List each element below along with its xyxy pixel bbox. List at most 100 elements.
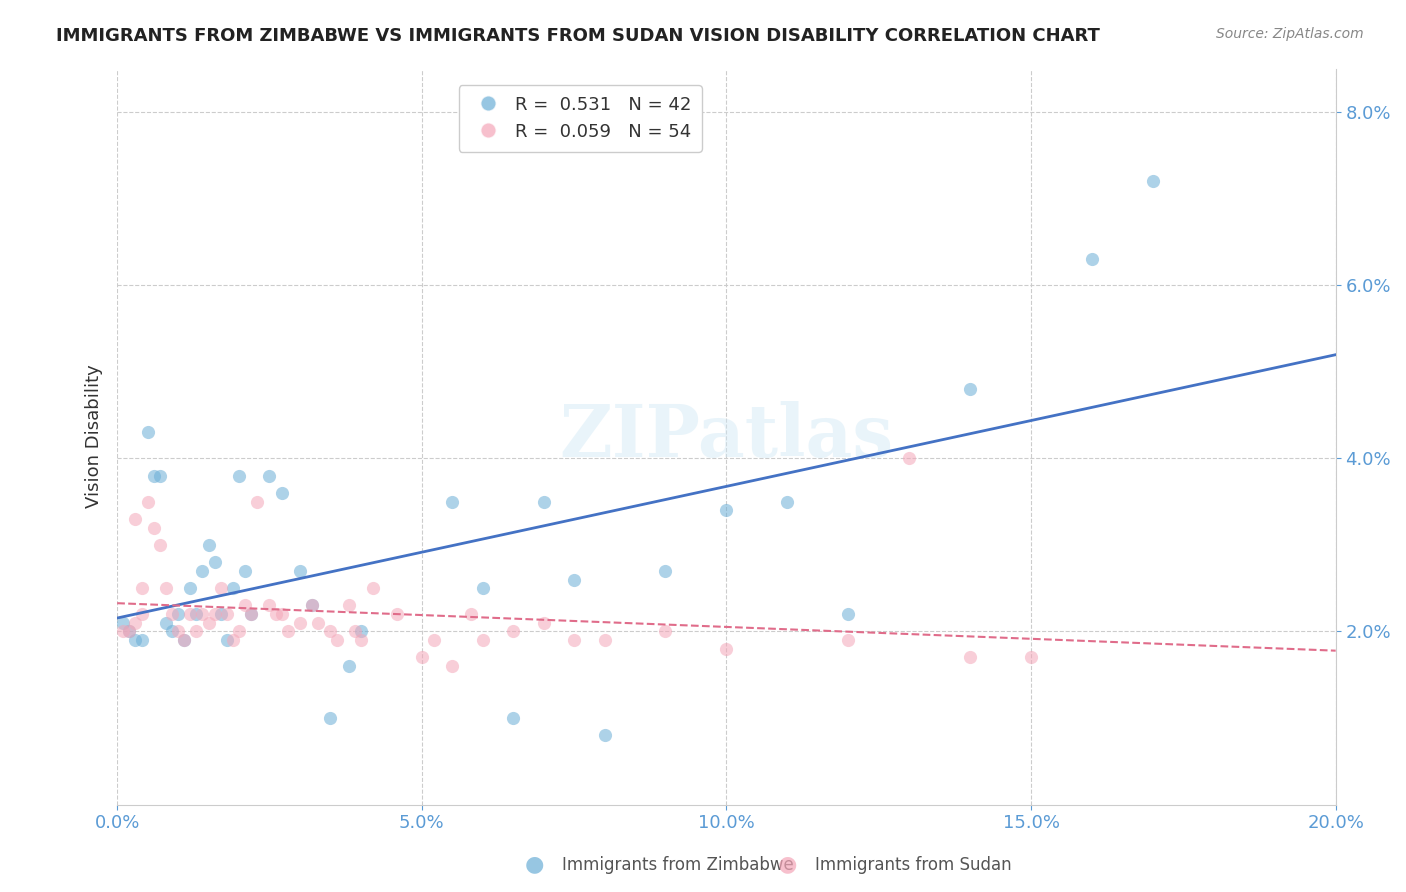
Text: ZIPatlas: ZIPatlas [560, 401, 893, 472]
Point [149, 468, 172, 483]
Point [837, 633, 859, 648]
Point [502, 624, 524, 639]
Point [776, 494, 799, 508]
Point [233, 599, 256, 613]
Point [155, 615, 177, 630]
Point [423, 633, 446, 648]
Point [118, 624, 141, 639]
Point [215, 633, 238, 648]
Point [259, 599, 281, 613]
Point [191, 564, 214, 578]
Point [173, 633, 195, 648]
Point [167, 624, 190, 639]
Y-axis label: Vision Disability: Vision Disability [86, 365, 103, 508]
Point [898, 451, 921, 466]
Point [246, 494, 269, 508]
Point [228, 624, 250, 639]
Point [209, 607, 232, 622]
Point [350, 624, 373, 639]
Point [149, 538, 172, 552]
Point [179, 607, 201, 622]
Point [209, 581, 232, 595]
Point [173, 633, 195, 648]
Point [233, 564, 256, 578]
Point [118, 624, 141, 639]
Point [1081, 252, 1104, 266]
Point [1142, 174, 1164, 188]
Point [654, 564, 676, 578]
Point [124, 633, 146, 648]
Point [319, 711, 342, 725]
Point [131, 607, 153, 622]
Point [716, 503, 738, 517]
Point [441, 659, 464, 673]
Point [471, 581, 494, 595]
Point [337, 599, 360, 613]
Point [562, 573, 585, 587]
Point [502, 711, 524, 725]
Point [204, 607, 226, 622]
Point [533, 615, 555, 630]
Point [191, 607, 214, 622]
Point [215, 607, 238, 622]
Point [160, 624, 183, 639]
Point [350, 633, 373, 648]
Point [301, 599, 323, 613]
Point [160, 607, 183, 622]
Point [288, 615, 311, 630]
Point [533, 494, 555, 508]
Point [179, 581, 201, 595]
Point [131, 581, 153, 595]
Point [142, 468, 165, 483]
Point [654, 624, 676, 639]
Point [197, 615, 219, 630]
Point [112, 615, 135, 630]
Text: Immigrants from Sudan: Immigrants from Sudan [815, 856, 1012, 874]
Point [1019, 650, 1042, 665]
Point [387, 607, 409, 622]
Point [471, 633, 494, 648]
Point [337, 659, 360, 673]
Point [460, 607, 482, 622]
Point [204, 555, 226, 569]
Point [240, 607, 263, 622]
Point [837, 607, 859, 622]
Point [959, 382, 981, 396]
Point [186, 607, 208, 622]
Point [186, 624, 208, 639]
Point [270, 607, 292, 622]
Point [222, 581, 245, 595]
Point [288, 564, 311, 578]
Point [131, 633, 153, 648]
Point [343, 624, 366, 639]
Point [167, 607, 190, 622]
Point [411, 650, 433, 665]
Point [136, 494, 159, 508]
Point [959, 650, 981, 665]
Point [307, 615, 329, 630]
Point [716, 641, 738, 656]
Point [259, 468, 281, 483]
Point [228, 468, 250, 483]
Point [222, 633, 245, 648]
Point [441, 494, 464, 508]
Point [136, 425, 159, 440]
Point [277, 624, 299, 639]
Point [112, 624, 135, 639]
Point [593, 728, 616, 742]
Text: ●: ● [524, 855, 544, 874]
Point [325, 633, 347, 648]
Text: ●: ● [778, 855, 797, 874]
Text: IMMIGRANTS FROM ZIMBABWE VS IMMIGRANTS FROM SUDAN VISION DISABILITY CORRELATION : IMMIGRANTS FROM ZIMBABWE VS IMMIGRANTS F… [56, 27, 1099, 45]
Point [264, 607, 287, 622]
Point [124, 615, 146, 630]
Point [240, 607, 263, 622]
Point [270, 486, 292, 500]
Point [562, 633, 585, 648]
Point [197, 538, 219, 552]
Point [319, 624, 342, 639]
Point [593, 633, 616, 648]
Point [155, 581, 177, 595]
Point [301, 599, 323, 613]
Point [142, 520, 165, 534]
